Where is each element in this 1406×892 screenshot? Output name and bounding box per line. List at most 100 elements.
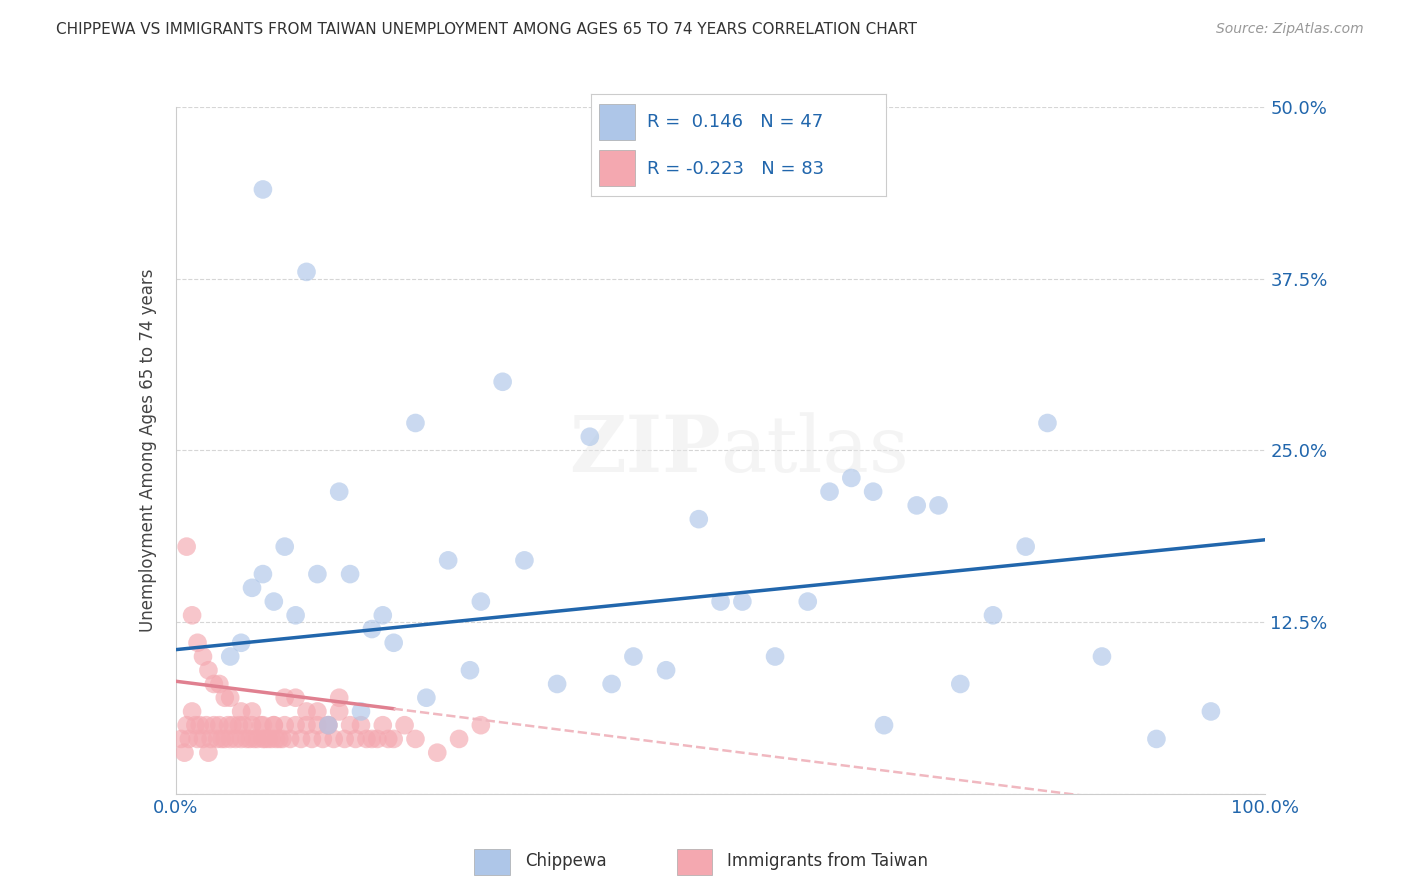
Bar	[676, 849, 711, 875]
Point	[219, 649, 242, 664]
Point	[470, 718, 492, 732]
Text: ZIP: ZIP	[569, 412, 721, 489]
Point	[763, 649, 786, 664]
Point	[240, 718, 263, 732]
Point	[377, 731, 399, 746]
Point	[873, 718, 896, 732]
Point	[437, 553, 460, 567]
Point	[600, 677, 623, 691]
Point	[231, 636, 253, 650]
Point	[328, 705, 350, 719]
Point	[191, 731, 214, 746]
Point	[307, 567, 329, 582]
Point	[252, 567, 274, 582]
Y-axis label: Unemployment Among Ages 65 to 74 years: Unemployment Among Ages 65 to 74 years	[139, 268, 157, 632]
Point	[366, 731, 388, 746]
Point	[202, 718, 225, 732]
Point	[731, 594, 754, 608]
Point	[350, 705, 373, 719]
Point	[219, 690, 242, 705]
Point	[447, 731, 470, 746]
Point	[1091, 649, 1114, 664]
Point	[312, 731, 335, 746]
Point	[177, 731, 200, 746]
Point	[181, 705, 204, 719]
Point	[197, 663, 219, 677]
Point	[1144, 731, 1167, 746]
Point	[252, 731, 274, 746]
Point	[284, 608, 307, 623]
Point	[211, 731, 233, 746]
Point	[301, 731, 323, 746]
Point	[295, 705, 318, 719]
Point	[225, 731, 247, 746]
Point	[232, 718, 254, 732]
Point	[200, 731, 222, 746]
Point	[371, 608, 394, 623]
Point	[274, 690, 297, 705]
Point	[339, 567, 361, 582]
Point	[371, 718, 394, 732]
Point	[328, 690, 350, 705]
Point	[841, 471, 863, 485]
Point	[188, 718, 211, 732]
Point	[295, 265, 318, 279]
Point	[260, 731, 283, 746]
Point	[186, 731, 209, 746]
Point	[1015, 540, 1038, 554]
Point	[284, 718, 307, 732]
Point	[458, 663, 481, 677]
Point	[184, 718, 207, 732]
Point	[173, 746, 195, 760]
Point	[240, 705, 263, 719]
Point	[307, 718, 329, 732]
Point	[492, 375, 515, 389]
Point	[818, 484, 841, 499]
Point	[176, 540, 198, 554]
Point	[350, 718, 373, 732]
Point	[208, 677, 231, 691]
Bar	[474, 849, 509, 875]
Point	[405, 416, 427, 430]
Point	[219, 731, 242, 746]
Point	[905, 499, 928, 513]
Point	[546, 677, 568, 691]
Point	[240, 581, 263, 595]
Point	[202, 677, 225, 691]
Point	[415, 690, 437, 705]
Point	[579, 430, 602, 444]
Point	[170, 731, 193, 746]
Point	[339, 718, 361, 732]
Bar	[599, 104, 636, 140]
Point	[382, 636, 405, 650]
Point	[405, 731, 427, 746]
Point	[333, 731, 356, 746]
Point	[274, 540, 297, 554]
Point	[356, 731, 378, 746]
Text: Source: ZipAtlas.com: Source: ZipAtlas.com	[1216, 22, 1364, 37]
Point	[318, 718, 340, 732]
Point	[208, 718, 231, 732]
Point	[249, 718, 271, 732]
Point	[949, 677, 972, 691]
Point	[214, 731, 236, 746]
Point	[186, 636, 209, 650]
Text: R = -0.223   N = 83: R = -0.223 N = 83	[647, 160, 824, 178]
Text: atlas: atlas	[721, 413, 910, 488]
Point	[205, 731, 228, 746]
Point	[394, 718, 416, 732]
Point	[252, 718, 274, 732]
Point	[470, 594, 492, 608]
Point	[269, 731, 291, 746]
Point	[243, 731, 266, 746]
Point	[688, 512, 710, 526]
Point	[239, 731, 262, 746]
Point	[271, 731, 294, 746]
Point	[360, 731, 382, 746]
Point	[195, 718, 218, 732]
Point	[655, 663, 678, 677]
Point	[263, 718, 285, 732]
Point	[264, 731, 287, 746]
Point	[307, 705, 329, 719]
Point	[235, 731, 257, 746]
